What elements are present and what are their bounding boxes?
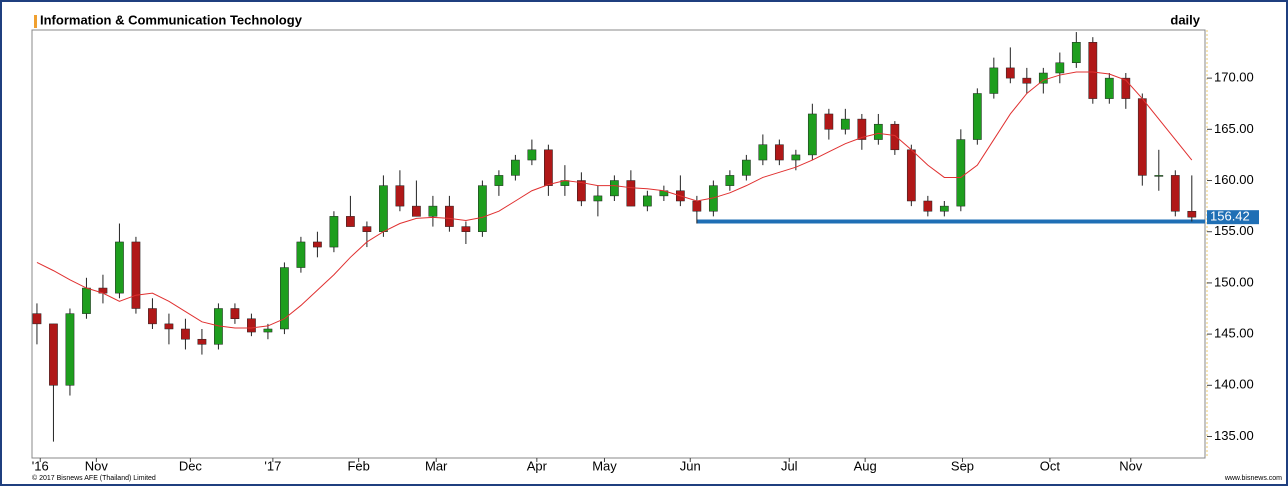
- candle-body: [1137, 98, 1147, 176]
- candle-body: [741, 159, 751, 176]
- candle-body: [115, 241, 124, 294]
- candle-body: [1104, 77, 1114, 99]
- candle-body: [494, 175, 504, 186]
- candle-body: [478, 185, 487, 232]
- candle-body: [725, 175, 735, 186]
- candle-body: [956, 139, 966, 207]
- x-tick-label: '16: [32, 458, 49, 473]
- x-tick-label: Mar: [425, 458, 448, 473]
- x-tick-label: Jun: [680, 458, 701, 473]
- candle-body: [626, 180, 636, 207]
- candle-body: [890, 123, 900, 151]
- chart-title: Information & Communication Technology: [40, 12, 303, 27]
- candle-body: [857, 118, 867, 140]
- candle-body: [1154, 175, 1164, 177]
- candle-body: [313, 241, 322, 248]
- x-tick-label: '17: [264, 458, 281, 473]
- candle-body: [642, 195, 652, 207]
- last-price-box: [1207, 210, 1259, 225]
- candle-body: [445, 205, 454, 227]
- candle-body: [131, 241, 141, 309]
- candle-body: [1022, 77, 1032, 84]
- candle-body: [906, 149, 916, 202]
- footer-right: www.bisnews.com: [1224, 475, 1282, 482]
- footer-left: © 2017 Bisnews AFE (Thailand) Limited: [32, 474, 156, 482]
- y-tick-label: 140.00: [1214, 377, 1254, 392]
- y-tick-label: 165.00: [1214, 121, 1254, 136]
- plot-area: [31, 29, 1206, 459]
- y-tick-label: 170.00: [1214, 70, 1254, 85]
- candle-body: [181, 328, 190, 340]
- candle-body: [989, 67, 999, 94]
- candle-body: [840, 118, 850, 130]
- x-tick-label: Jul: [781, 458, 798, 473]
- candle-body: [296, 241, 306, 268]
- candle-body: [511, 159, 520, 176]
- candle-body: [593, 195, 603, 202]
- candle-body: [346, 216, 355, 227]
- chart-subtitle: daily: [1170, 12, 1200, 27]
- candle-body: [247, 318, 256, 333]
- candle-body: [1088, 42, 1098, 99]
- candle-body: [758, 144, 768, 161]
- candle-body: [1038, 72, 1048, 84]
- candle-body: [1071, 42, 1081, 64]
- candle-body: [461, 226, 471, 232]
- candle-body: [362, 226, 372, 232]
- x-tick-label: Nov: [1119, 458, 1143, 473]
- candle-body: [395, 185, 405, 207]
- candle-body: [1005, 67, 1015, 79]
- candle-body: [280, 267, 289, 330]
- candle-body: [774, 144, 784, 161]
- candle-body: [197, 338, 207, 345]
- x-tick-label: Nov: [85, 458, 109, 473]
- x-tick-label: Dec: [179, 458, 203, 473]
- candle-body: [527, 149, 537, 161]
- y-tick-label: 155.00: [1214, 223, 1254, 238]
- moving-average: [36, 71, 1193, 329]
- candle-body: [873, 123, 883, 140]
- x-tick-label: Oct: [1040, 458, 1061, 473]
- candle-body: [148, 308, 157, 325]
- candle-body: [164, 323, 174, 330]
- candle-body: [412, 205, 421, 217]
- x-tick-label: Sep: [951, 458, 974, 473]
- candle-body: [1170, 175, 1180, 212]
- title-marker: [34, 15, 37, 28]
- candle-body: [82, 287, 91, 314]
- candle-body: [824, 113, 834, 130]
- candle-body: [791, 154, 801, 161]
- candle-body: [65, 313, 75, 386]
- y-tick-label: 135.00: [1214, 428, 1254, 443]
- last-price-label: 156.42: [1210, 209, 1250, 224]
- x-tick-label: Aug: [854, 458, 877, 473]
- candle-body: [692, 200, 702, 212]
- candle-body: [807, 113, 817, 156]
- candle-body: [230, 308, 240, 319]
- x-tick-label: May: [592, 458, 617, 473]
- candle-body: [1055, 62, 1065, 74]
- candle-body: [923, 200, 933, 212]
- y-tick-label: 150.00: [1214, 274, 1254, 289]
- candle-body: [49, 323, 58, 386]
- candle-body: [1121, 77, 1131, 99]
- x-tick-label: Apr: [527, 458, 548, 473]
- x-tick-label: Feb: [347, 458, 369, 473]
- y-tick-label: 160.00: [1214, 172, 1254, 187]
- candle-body: [577, 180, 586, 202]
- candle-body: [610, 180, 619, 197]
- candle-body: [544, 149, 553, 186]
- candle-body: [939, 205, 949, 212]
- candle-body: [972, 93, 982, 140]
- y-tick-label: 145.00: [1214, 326, 1254, 341]
- candle-body: [32, 313, 42, 325]
- candle-body: [263, 328, 273, 333]
- candle-body: [428, 205, 438, 217]
- candle-body: [329, 216, 339, 248]
- candle-body: [1187, 210, 1197, 218]
- candle-body: [379, 185, 388, 232]
